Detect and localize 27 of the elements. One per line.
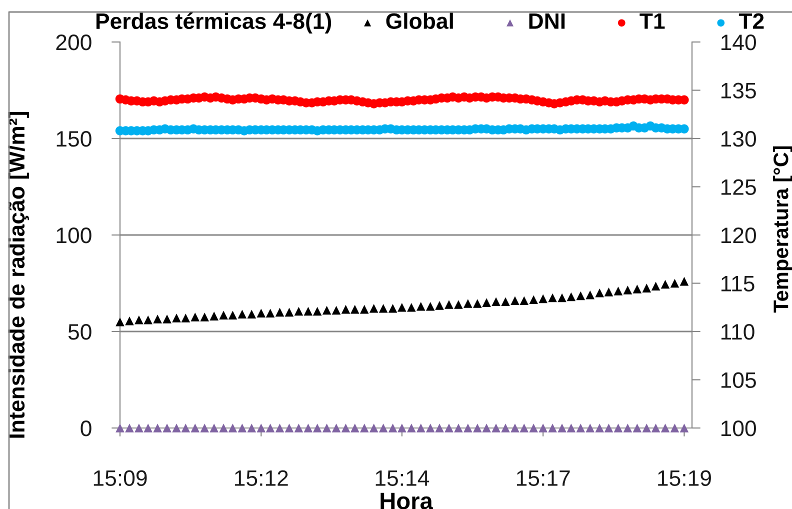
x-tick-label: 15:19 <box>658 470 711 486</box>
y2-tick-label: 100 <box>721 420 756 436</box>
y2-tick-label: 135 <box>721 82 756 99</box>
y2-tick-label: 115 <box>721 276 754 292</box>
y-tick-label: 150 <box>56 131 92 147</box>
legend-label: T2 <box>738 13 764 29</box>
y-axis-title: Intensidade de radiação [W/m²] <box>8 112 29 438</box>
x-tick-label: 15:14 <box>376 470 430 486</box>
y2-tick-label: 120 <box>721 228 756 244</box>
y-tick-label: 100 <box>56 228 92 244</box>
y2-tick-label: 125 <box>721 179 756 196</box>
x-tick-label: 15:17 <box>516 470 570 486</box>
x-tick-label: 15:09 <box>94 470 147 486</box>
y2-tick-label: 130 <box>721 131 756 147</box>
y-tick-label: 200 <box>56 34 92 50</box>
legend-label: DNI <box>529 13 565 29</box>
y2-tick-label: 140 <box>721 34 756 50</box>
y-tick-label: 50 <box>68 324 92 340</box>
y2-tick-label: 105 <box>721 372 756 388</box>
legend-label: Global <box>386 12 453 29</box>
x-tick-label: 15:12 <box>235 470 288 486</box>
x-axis-title: Hora <box>380 492 434 509</box>
y-tick-label: 0 <box>80 420 92 436</box>
y2-axis-title: Temperatura [°C] <box>773 146 792 313</box>
chart-title: Perdas térmicas 4-8(1) <box>96 12 332 34</box>
legend-label: T1 <box>640 13 665 29</box>
y2-tick-label: 110 <box>721 324 754 340</box>
